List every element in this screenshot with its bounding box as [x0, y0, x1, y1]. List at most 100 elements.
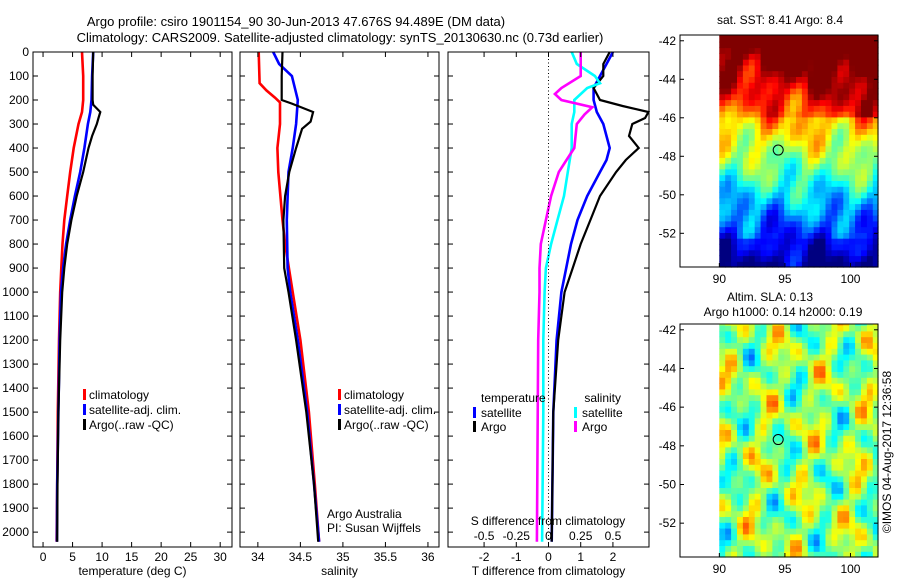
heatmap-cell	[766, 359, 773, 367]
heatmap-cell	[801, 145, 809, 153]
heatmap-cell	[813, 243, 821, 251]
heatmap-cell	[796, 191, 803, 199]
heatmap-cell	[737, 336, 744, 343]
heatmap-cell	[813, 191, 821, 199]
heatmap-cell	[849, 191, 856, 199]
heatmap-cell	[760, 516, 768, 523]
heatmap-cell	[825, 394, 832, 401]
heatmap-cell	[772, 406, 779, 413]
heatmap-cell	[737, 64, 744, 72]
heatmap-cell	[766, 330, 773, 338]
heatmap-cell	[801, 76, 809, 83]
heatmap-cell	[849, 446, 856, 454]
heatmap-cell	[837, 481, 844, 488]
y-tick-label: 1000	[2, 285, 29, 299]
heatmap-cell	[872, 539, 879, 546]
heatmap-cell	[719, 139, 726, 147]
heatmap-cell	[807, 134, 815, 141]
heatmap-cell	[849, 412, 856, 419]
heatmap-cell	[825, 261, 832, 268]
heatmap-cell	[731, 232, 738, 239]
heatmap-cell	[855, 412, 862, 419]
heatmap-cell	[790, 383, 797, 390]
heatmap-cell	[772, 145, 779, 153]
heatmap-cell	[772, 342, 779, 349]
heatmap-cell	[796, 458, 803, 465]
heatmap-cell	[825, 226, 832, 233]
heatmap-cell	[731, 348, 738, 355]
x-tick-label: 0	[40, 550, 47, 564]
heatmap-cell	[855, 510, 862, 517]
heatmap-cell	[772, 53, 779, 60]
heatmap-cell	[861, 423, 868, 430]
heatmap-cell	[766, 400, 773, 407]
heatmap-cell	[731, 435, 738, 442]
heatmap-cell	[807, 261, 815, 268]
heatmap-cell	[872, 388, 879, 396]
heatmap-cell	[861, 330, 868, 338]
heatmap-cell	[866, 365, 874, 372]
y-tick-label: -42	[659, 34, 677, 48]
heatmap-cell	[772, 41, 779, 49]
heatmap-cell	[784, 168, 791, 176]
heatmap-cell	[719, 116, 726, 124]
heatmap-cell	[831, 458, 838, 465]
heatmap-cell	[831, 464, 838, 471]
heatmap-cell	[778, 111, 785, 118]
heatmap-cell	[748, 388, 756, 396]
heatmap-cell	[760, 226, 768, 233]
heatmap-cell	[737, 429, 744, 436]
heatmap-cell	[754, 232, 762, 239]
heatmap-cell	[813, 174, 821, 181]
heatmap-cell	[748, 53, 756, 60]
heatmap-cell	[760, 36, 768, 43]
heatmap-cell	[790, 487, 797, 494]
heatmap-cell	[742, 330, 750, 338]
heatmap-cell	[760, 470, 768, 477]
heatmap-cell	[843, 435, 850, 442]
heatmap-cell	[813, 545, 821, 552]
y-tick-label: 400	[9, 141, 29, 155]
heatmap-cell	[719, 145, 726, 153]
heatmap-cell	[831, 342, 838, 349]
heatmap-cell	[796, 348, 803, 355]
heatmap-cell	[737, 151, 744, 158]
heatmap-cell	[866, 197, 874, 205]
heatmap-cell	[719, 180, 726, 187]
heatmap-cell	[861, 400, 868, 407]
heatmap-cell	[754, 336, 762, 343]
heatmap-cell	[731, 41, 738, 49]
heatmap-cell	[772, 412, 779, 419]
heatmap-cell	[772, 163, 779, 170]
heatmap-cell	[813, 342, 821, 349]
heatmap-cell	[790, 441, 797, 448]
heatmap-cell	[725, 504, 732, 512]
heatmap-cell	[772, 70, 779, 77]
y-tick-label: 500	[9, 165, 29, 179]
heatmap-cell	[796, 232, 803, 239]
heatmap-cell	[825, 470, 832, 477]
heatmap-cell	[790, 400, 797, 407]
heatmap-cell	[731, 59, 738, 66]
heatmap-cell	[754, 516, 762, 523]
heatmap-cell	[861, 243, 868, 251]
y-tick-label: 600	[9, 189, 29, 203]
heatmap-cell	[754, 510, 762, 517]
heatmap-cell	[754, 47, 762, 54]
heatmap-cell	[731, 70, 738, 77]
heatmap-cell	[831, 348, 838, 355]
heatmap-cell	[831, 365, 838, 372]
heatmap-cell	[754, 383, 762, 390]
heatmap-cell	[849, 128, 856, 135]
heatmap-cell	[866, 122, 874, 129]
heatmap-cell	[872, 203, 879, 210]
heatmap-cell	[837, 111, 844, 118]
heatmap-cell	[872, 394, 879, 401]
heatmap-cell	[731, 522, 738, 529]
heatmap-cell	[737, 348, 744, 355]
heatmap-cell	[837, 533, 844, 541]
heatmap-cell	[866, 220, 874, 228]
heatmap-cell	[872, 168, 879, 176]
heatmap-cell	[825, 243, 832, 251]
heatmap-cell	[807, 197, 815, 205]
